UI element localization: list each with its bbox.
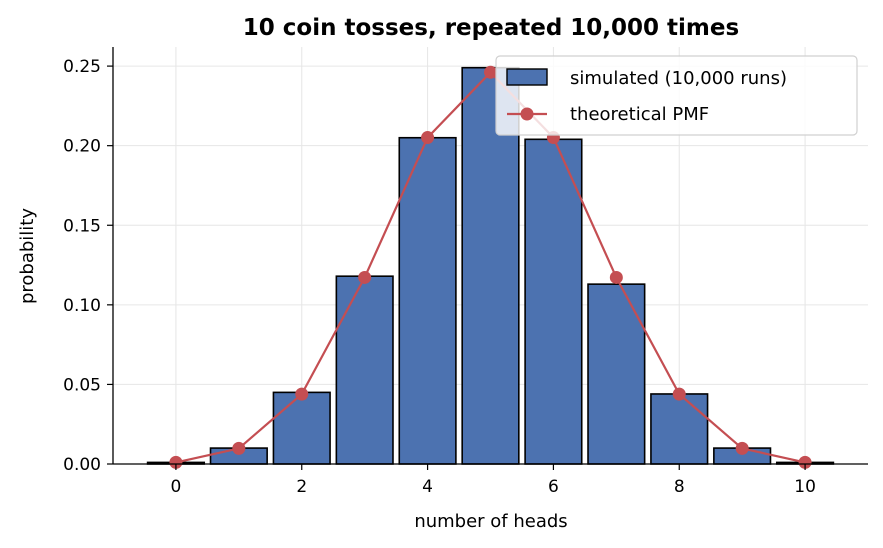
theoretical-point: [798, 455, 812, 469]
chart-title: 10 coin tosses, repeated 10,000 times: [243, 15, 739, 41]
legend-label-simulated: simulated (10,000 runs): [570, 68, 787, 89]
bar: [398, 136, 457, 465]
y-tick-label: 0.25: [63, 57, 101, 77]
legend-marker-swatch: [520, 107, 534, 121]
y-tick-label: 0.10: [63, 296, 101, 316]
theoretical-point: [672, 387, 686, 401]
x-tick-label: 4: [422, 477, 433, 497]
theoretical-point: [484, 65, 497, 79]
legend-bar-swatch: [506, 68, 548, 86]
bar: [335, 275, 394, 465]
theoretical-point: [169, 455, 183, 469]
bar: [587, 283, 646, 465]
y-tick-label: 0.15: [63, 216, 101, 236]
legend-label-theoretical: theoretical PMF: [570, 104, 709, 125]
x-tick-label: 10: [794, 477, 816, 497]
axes: [112, 47, 868, 465]
x-tick-label: 8: [674, 477, 685, 497]
x-tick-label: 2: [296, 477, 307, 497]
legend-box: [495, 55, 858, 136]
y-tick-label: 0.20: [63, 137, 101, 157]
legend[interactable]: simulated (10,000 runs) theoretical PMF: [495, 55, 858, 136]
theoretical-line: [169, 65, 812, 469]
x-tick-label: 0: [171, 477, 182, 497]
y-axis-label: probability: [17, 208, 38, 304]
y-tick-label: 0.05: [63, 375, 101, 395]
y-tick-label: 0.00: [63, 455, 101, 475]
bar: [524, 138, 583, 465]
ticks: 0 2 4 6 8 10 0.00 0.05 0.10 0.15 0.20 0.25: [63, 57, 816, 497]
theoretical-point: [609, 270, 623, 284]
x-axis-label: number of heads: [414, 511, 567, 532]
bar: [272, 391, 331, 465]
theoretical-point: [735, 441, 749, 455]
theoretical-point: [421, 131, 435, 145]
theoretical-point: [232, 441, 246, 455]
theoretical-point: [295, 387, 309, 401]
x-tick-label: 6: [548, 477, 559, 497]
bar: [650, 393, 709, 465]
theoretical-point: [358, 270, 372, 284]
